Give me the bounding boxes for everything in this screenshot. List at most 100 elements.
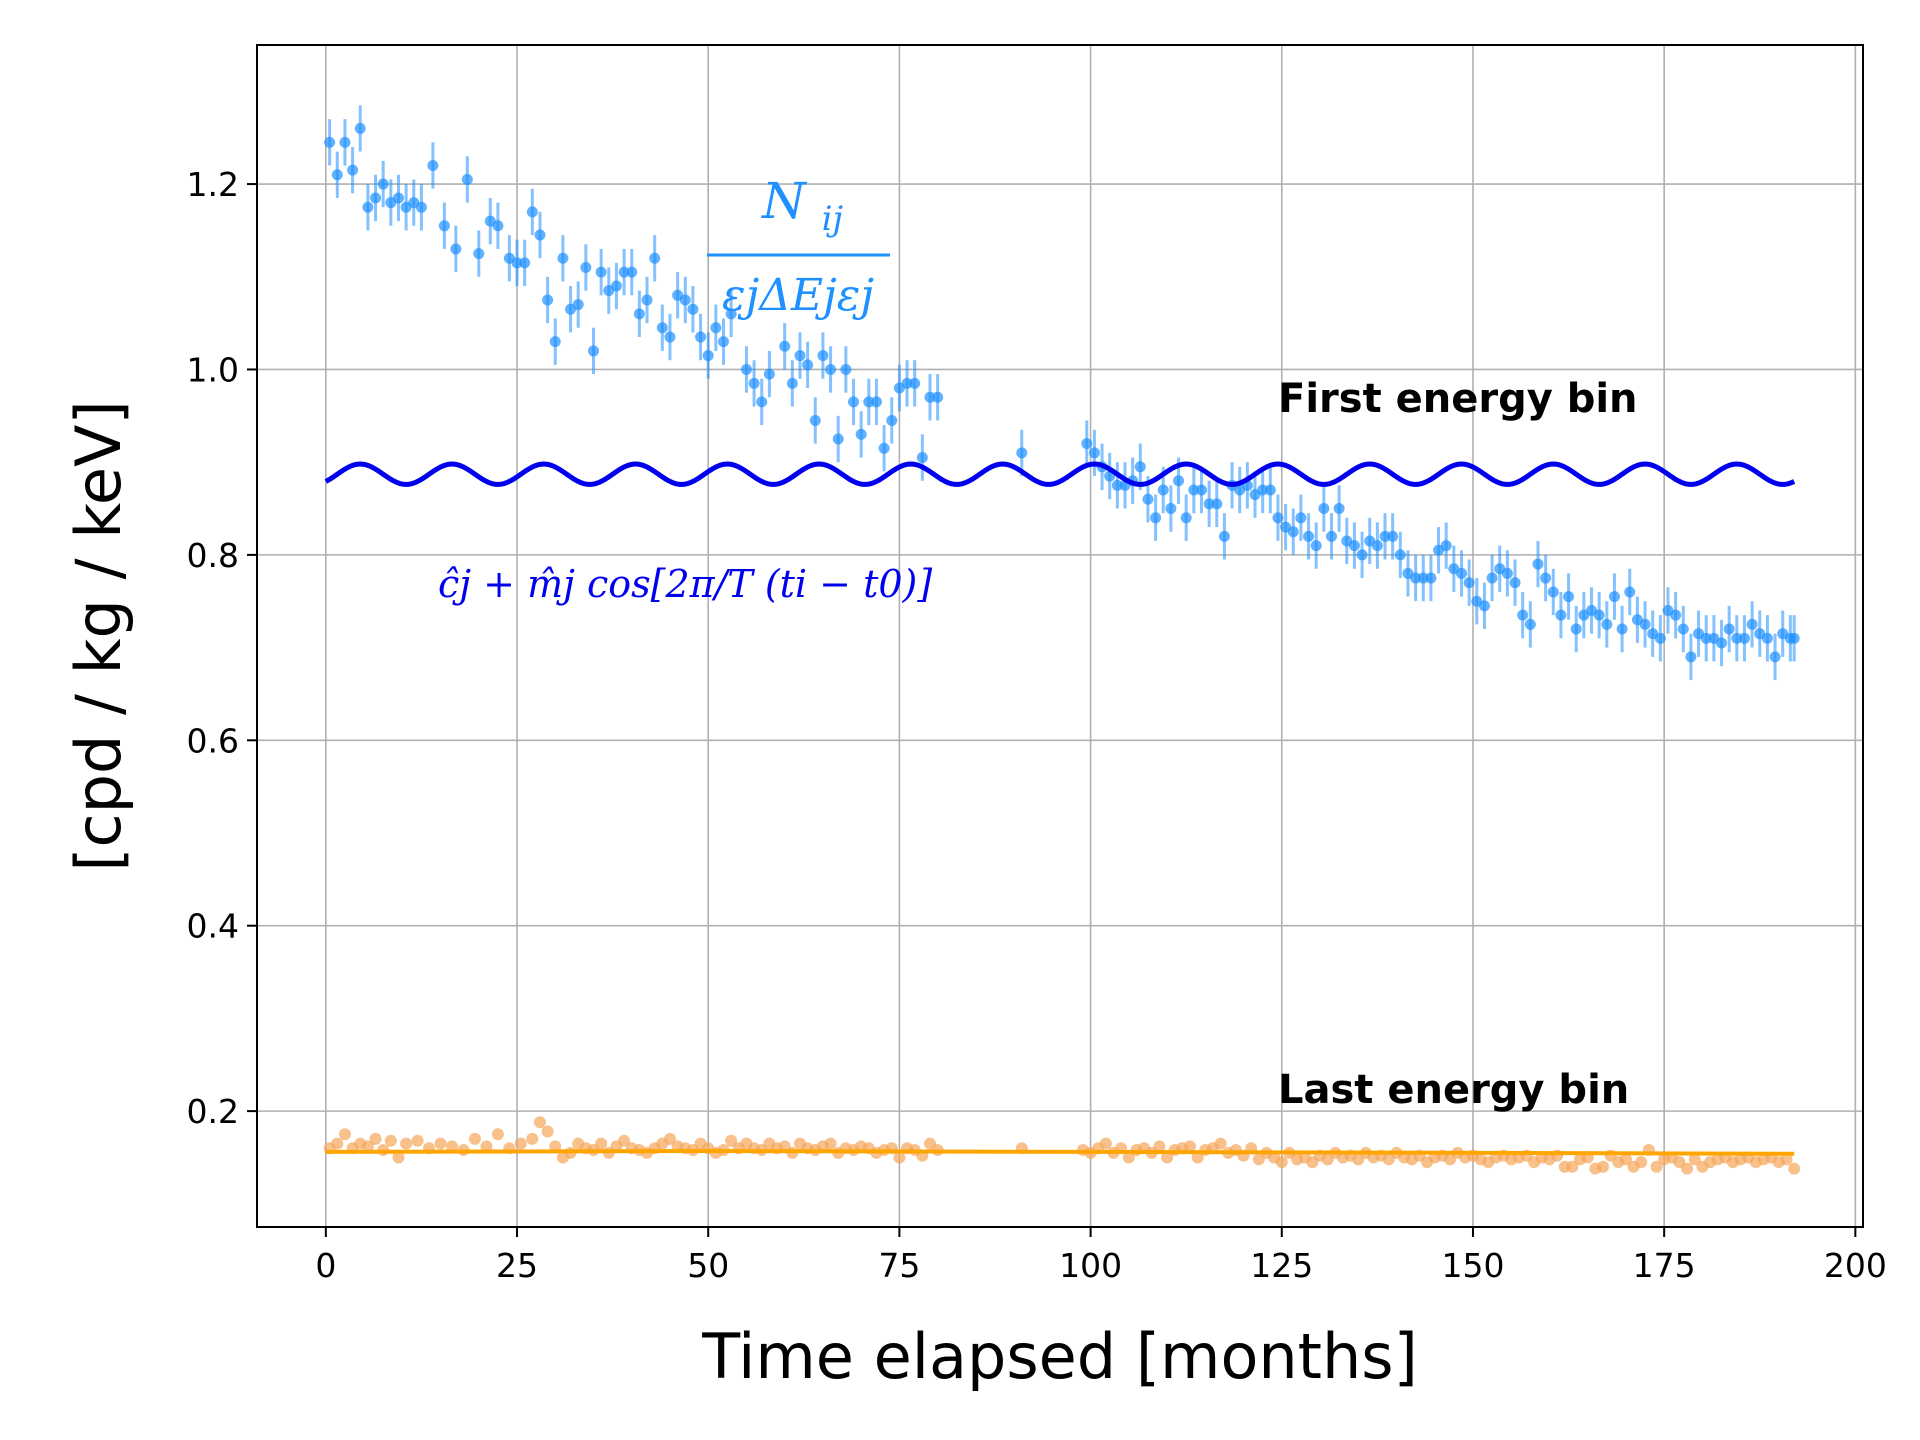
first-bin-point xyxy=(840,363,852,375)
last-bin-point xyxy=(1780,1153,1793,1166)
first-bin-point xyxy=(1563,591,1575,603)
first-bin-point xyxy=(610,280,622,292)
svg-text:N ij: N ij xyxy=(761,172,844,239)
last-bin-point xyxy=(514,1137,527,1150)
first-bin-point xyxy=(909,377,921,389)
last-bin-point xyxy=(446,1140,459,1153)
first-bin-point xyxy=(1769,651,1781,663)
y-tick-label: 0.6 xyxy=(187,721,239,760)
first-bin-point xyxy=(641,294,653,306)
first-bin-point xyxy=(331,169,343,181)
first-bin-point xyxy=(438,220,450,232)
first-bin-point xyxy=(756,396,768,408)
fraction-denominator: εjΔEjεj xyxy=(722,270,874,321)
first-bin-point xyxy=(1387,530,1399,542)
first-bin-point xyxy=(1616,623,1628,635)
first-bin-fit-curve xyxy=(324,461,1796,487)
first-bin-point xyxy=(1218,530,1230,542)
first-bin-point xyxy=(1670,609,1682,621)
first-bin-point xyxy=(664,331,676,343)
first-bin-point xyxy=(1180,512,1192,524)
first-bin-point xyxy=(1379,530,1391,542)
x-tick-label: 50 xyxy=(687,1246,729,1285)
first-bin-point xyxy=(1456,567,1467,579)
first-bin-point xyxy=(1272,512,1284,524)
last-bin-point xyxy=(331,1137,344,1150)
last-bin-point xyxy=(533,1116,546,1129)
last-bin-point xyxy=(1619,1153,1632,1166)
first-bin-point xyxy=(1134,461,1146,473)
first-bin-point xyxy=(916,452,928,464)
grid xyxy=(257,45,1863,1227)
first-bin-point xyxy=(702,350,714,362)
first-bin-point xyxy=(324,136,336,148)
first-bin-point xyxy=(1295,512,1307,524)
first-bin-point xyxy=(572,299,584,311)
first-bin-point xyxy=(1517,609,1529,621)
first-bin-point xyxy=(633,308,645,320)
last-bin-point xyxy=(618,1134,631,1147)
first-bin-point xyxy=(649,252,661,264)
first-bin-point xyxy=(1348,540,1360,552)
first-bin-point xyxy=(740,363,752,375)
first-bin-point xyxy=(870,396,882,408)
first-bin-point xyxy=(1081,438,1093,450)
x-axis-title: Time elapsed [months] xyxy=(701,1320,1418,1393)
last-bin-point xyxy=(361,1140,374,1153)
first-bin-point xyxy=(809,414,821,426)
last-bin-point xyxy=(1122,1151,1135,1164)
first-bin-point xyxy=(1608,591,1620,603)
y-axis-title: [cpd / kg / keV] xyxy=(62,400,135,871)
first-bin-point xyxy=(1425,572,1437,584)
last-bin-point xyxy=(1688,1153,1701,1166)
last-bin-point xyxy=(384,1134,397,1147)
first-bin-point xyxy=(1088,447,1100,459)
first-bin-point xyxy=(679,294,691,306)
first-bin-point xyxy=(825,363,837,375)
first-bin-point xyxy=(534,229,546,241)
first-bin-point xyxy=(1555,609,1567,621)
last-bin-fit-line xyxy=(325,1148,1795,1156)
y-tick-label: 0.2 xyxy=(187,1092,239,1131)
first-bin-point xyxy=(1700,632,1712,644)
first-bin-point xyxy=(1738,632,1750,644)
first-bin-point xyxy=(1142,493,1154,505)
first-bin-point xyxy=(832,433,844,445)
first-bin-point xyxy=(1654,632,1666,644)
first-bin-point xyxy=(1303,530,1315,542)
first-bin-point xyxy=(1371,540,1383,552)
first-bin-point xyxy=(1486,572,1498,584)
first-bin-point xyxy=(1723,623,1735,635)
first-bin-point xyxy=(1394,549,1406,561)
first-bin-point xyxy=(542,294,554,306)
first-bin-point xyxy=(855,428,867,440)
first-bin-point xyxy=(526,206,538,218)
last-bin-point xyxy=(392,1151,405,1164)
x-tick-label: 175 xyxy=(1633,1246,1696,1285)
data-series xyxy=(323,105,1801,1175)
last-bin-point xyxy=(400,1137,413,1150)
first-bin-point xyxy=(1788,632,1800,644)
first-bin-point xyxy=(1601,618,1613,630)
first-bin-point xyxy=(618,266,630,278)
first-bin-point xyxy=(1547,586,1559,598)
first-bin-point xyxy=(339,136,351,148)
first-bin-point xyxy=(427,160,439,172)
plot-frame xyxy=(256,44,1864,1228)
first-bin-point xyxy=(354,122,366,134)
first-bin-point xyxy=(748,377,760,389)
last-bin-point xyxy=(1566,1160,1579,1173)
first-bin-point xyxy=(392,192,404,204)
x-tick-label: 0 xyxy=(315,1246,336,1285)
last-bin-point xyxy=(1650,1160,1663,1173)
last-bin-point xyxy=(434,1137,447,1150)
y-tick-label: 1.2 xyxy=(187,165,239,204)
first-bin-point xyxy=(1639,618,1651,630)
first-bin-point xyxy=(1731,632,1743,644)
first-bin-point xyxy=(1016,447,1028,459)
last-bin-point xyxy=(338,1128,351,1141)
first-bin-point xyxy=(492,220,504,232)
first-bin-point xyxy=(1195,484,1207,496)
first-bin-point xyxy=(1150,512,1162,524)
first-bin-point xyxy=(794,350,806,362)
